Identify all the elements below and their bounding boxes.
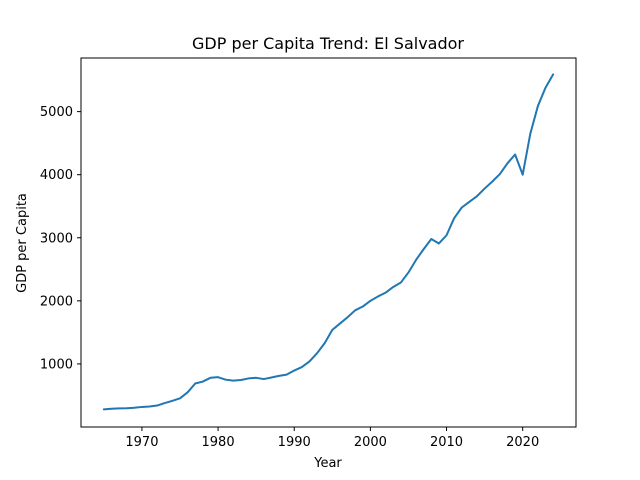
chart-title: GDP per Capita Trend: El Salvador (192, 34, 464, 53)
y-axis-label: GDP per Capita (15, 193, 30, 293)
y-tick-label: 3000 (40, 231, 73, 246)
plot-area: 1000 2000 3000 4000 5000 1970 1980 1990 2000 201… (40, 57, 577, 450)
x-tick-label: 2020 (506, 435, 539, 450)
x-tick-label: 1970 (125, 435, 158, 450)
x-axis-label: Year (313, 456, 342, 471)
plot-frame (80, 57, 577, 428)
x-tick-label: 2000 (354, 435, 387, 450)
x-tick-label: 1990 (278, 435, 311, 450)
series-line (102, 73, 555, 411)
y-tick-label: 2000 (40, 294, 73, 309)
y-axis-ticks: 1000 2000 3000 4000 5000 (40, 105, 81, 372)
x-tick-label: 1980 (202, 435, 235, 450)
x-tick-label: 2010 (430, 435, 463, 450)
x-axis-ticks: 1970 1980 1990 2000 2010 2020 (125, 427, 539, 450)
y-tick-label: 1000 (40, 357, 73, 372)
y-tick-label: 5000 (40, 105, 73, 120)
y-tick-label: 4000 (40, 168, 73, 183)
